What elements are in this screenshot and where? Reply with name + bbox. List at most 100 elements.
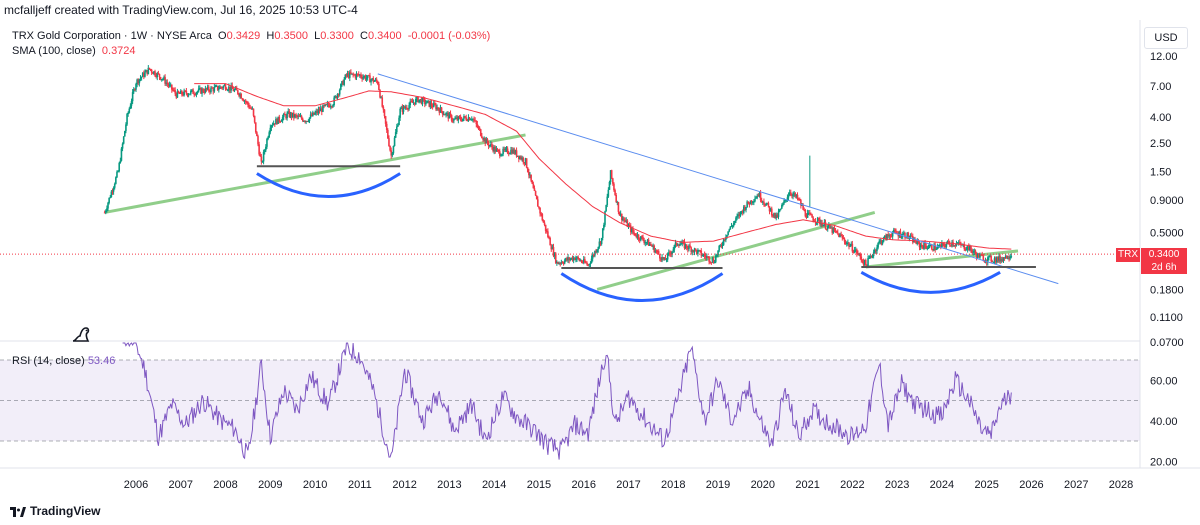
candle-body <box>989 256 991 258</box>
time-tick-label: 2016 <box>571 479 595 491</box>
candle-body <box>680 243 682 245</box>
candle-body <box>898 231 901 237</box>
candle-body <box>444 114 446 116</box>
candle-body <box>295 114 297 116</box>
time-tick-label: 2022 <box>840 479 864 491</box>
dino-icon[interactable] <box>70 324 92 344</box>
candle-body <box>218 88 220 90</box>
rsi-legend[interactable]: RSI (14, close) 53.46 <box>12 355 115 367</box>
candle-body <box>957 242 960 244</box>
candle-body <box>843 238 846 242</box>
candle-body <box>310 114 313 117</box>
candle-body <box>279 121 282 123</box>
candle-body <box>266 138 268 147</box>
candle-body <box>991 261 994 263</box>
candle-body <box>842 237 845 239</box>
candle-body <box>429 102 432 107</box>
candle-body <box>735 217 737 222</box>
candle-body <box>462 118 464 122</box>
candle-body <box>666 253 669 260</box>
candle-body <box>451 120 454 122</box>
candle-body <box>273 123 276 125</box>
candle-body <box>487 143 490 147</box>
candle-body <box>845 243 848 245</box>
candle-body <box>710 262 713 264</box>
candle-body <box>848 242 850 247</box>
candle-body <box>578 258 581 261</box>
candle-body <box>239 93 241 96</box>
candle-body <box>182 94 184 96</box>
candle-body <box>643 240 645 243</box>
candle-body <box>934 244 936 250</box>
candle-body <box>468 117 471 121</box>
currency-button[interactable]: USD <box>1144 27 1188 49</box>
candle-body <box>282 113 285 118</box>
candle-body <box>289 113 292 117</box>
candle-body <box>394 132 397 138</box>
candle-body <box>993 258 996 262</box>
change-value: -0.0001 (-0.03%) <box>407 30 491 42</box>
candle-body <box>744 206 746 210</box>
candle-body <box>791 194 793 197</box>
candle-body <box>171 84 173 90</box>
candle-body <box>448 113 451 119</box>
candle-body <box>804 210 807 217</box>
price-tick-label: 2.50 <box>1150 138 1171 150</box>
candle-body <box>875 249 877 252</box>
candle-body <box>746 201 748 208</box>
candle-body <box>501 154 503 156</box>
candle-body <box>754 198 756 202</box>
candle-body <box>237 90 239 94</box>
candle-body <box>571 257 574 261</box>
candle-body <box>183 90 185 96</box>
candle-body <box>768 206 771 212</box>
tradingview-logo[interactable]: TradingView <box>10 504 100 518</box>
symbol-title[interactable]: TRX Gold Corporation · 1W · NYSE Arca <box>12 30 212 42</box>
candle-body <box>787 195 790 198</box>
candle-body <box>687 247 689 250</box>
candle-body <box>862 261 865 265</box>
candle-body <box>629 225 632 233</box>
candle-body <box>907 232 910 239</box>
candle-body <box>821 222 823 227</box>
symbol-legend: TRX Gold Corporation · 1W · NYSE Arca O0… <box>12 30 490 42</box>
candle-body <box>494 146 497 152</box>
candle-body <box>890 236 893 238</box>
candle-body <box>994 258 997 263</box>
candle-body <box>445 113 447 115</box>
candle-body <box>174 90 176 94</box>
candle-body <box>918 242 921 248</box>
candle-body <box>811 214 813 218</box>
sma-legend[interactable]: SMA (100, close) 0.3724 <box>12 45 136 57</box>
candle-body <box>853 250 856 253</box>
candle-body <box>618 211 621 216</box>
time-tick-label: 2021 <box>795 479 819 491</box>
candle-body <box>796 194 799 199</box>
candle-body <box>971 249 973 253</box>
candle-body <box>543 222 546 225</box>
candle-body <box>806 213 809 218</box>
candle-body <box>849 245 851 247</box>
candle-body <box>108 197 110 203</box>
candle-body <box>765 203 767 206</box>
rsi-value: 53.46 <box>87 355 116 367</box>
candle-body <box>709 261 712 263</box>
candle-body <box>585 262 587 264</box>
candle-body <box>305 120 307 122</box>
candle-body <box>286 113 288 119</box>
candle-body <box>778 209 781 212</box>
candle-body <box>334 96 337 98</box>
candle-body <box>323 105 325 107</box>
candle-body <box>159 77 162 80</box>
candle-body <box>383 109 386 117</box>
candle-body <box>826 226 829 230</box>
candle-body <box>343 79 345 85</box>
candle-body <box>169 84 172 86</box>
candle-body <box>491 144 493 148</box>
candle-body <box>186 93 189 96</box>
candle-body <box>362 77 365 79</box>
candle-body <box>900 236 903 238</box>
candle-body <box>676 244 679 246</box>
candle-body <box>316 110 319 114</box>
